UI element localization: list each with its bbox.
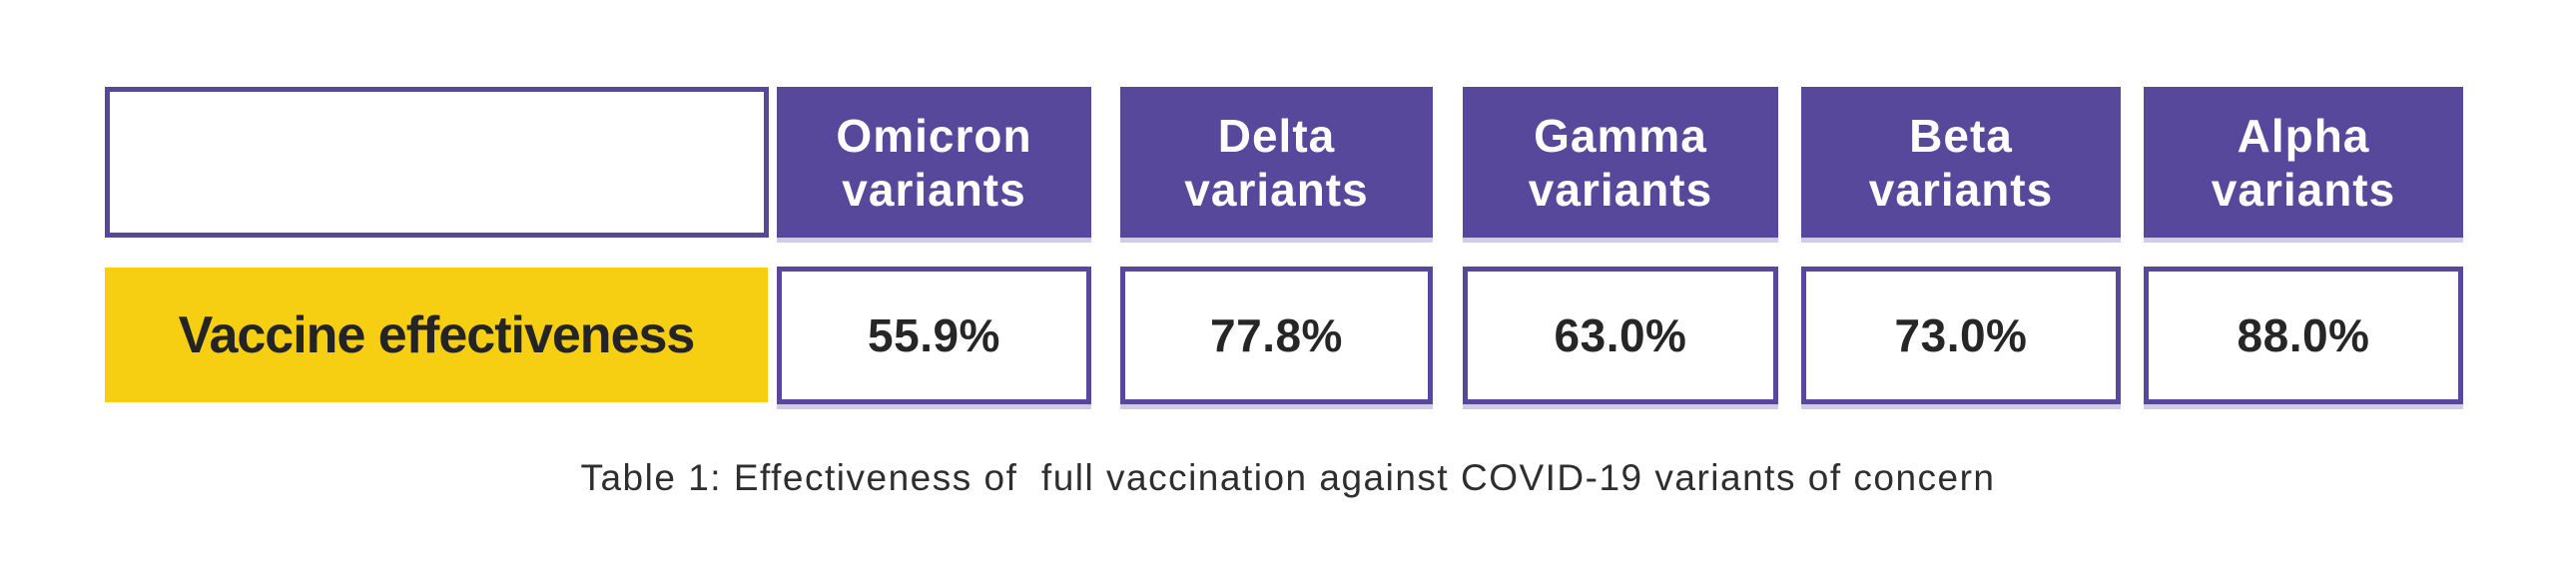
table-caption: Table 1: Effectiveness of full vaccinati… — [580, 457, 1996, 498]
value-cell-omicron: 55.9% — [777, 267, 1091, 404]
header-cell-delta: Delta variants — [1120, 87, 1433, 238]
header-cell-beta: Beta variants — [1801, 87, 2121, 238]
header-cell-omicron: Omicron variants — [777, 87, 1091, 238]
header-cell-alpha: Alpha variants — [2144, 87, 2463, 238]
value-cell-alpha: 88.0% — [2144, 267, 2463, 404]
value-cell-gamma: 63.0% — [1463, 267, 1778, 404]
empty-corner-cell — [105, 87, 769, 238]
row-label-vaccine-effectiveness: Vaccine effectiveness — [105, 268, 768, 402]
value-cell-delta: 77.8% — [1120, 267, 1433, 404]
value-cell-beta: 73.0% — [1801, 267, 2121, 404]
header-cell-gamma: Gamma variants — [1463, 87, 1778, 238]
